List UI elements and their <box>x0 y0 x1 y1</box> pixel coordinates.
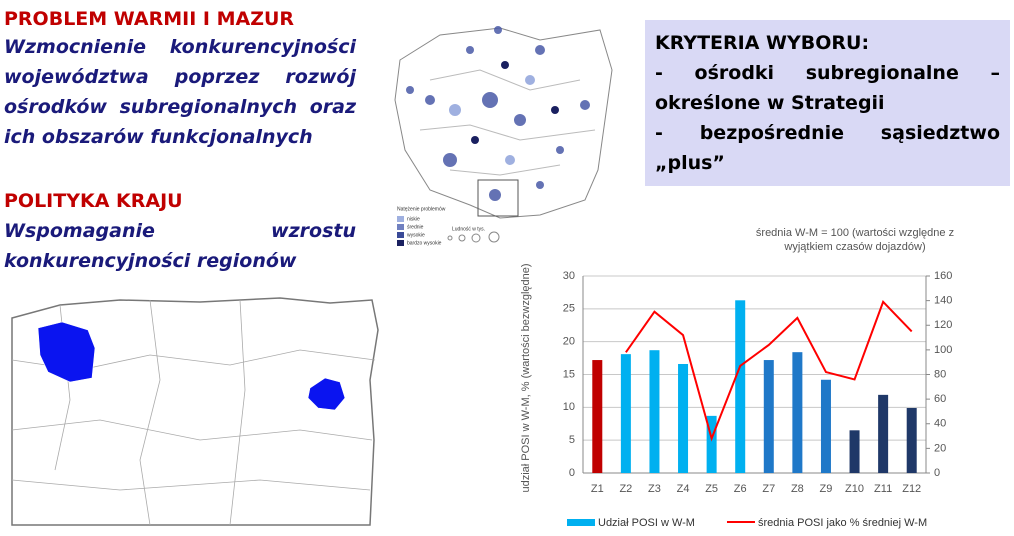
x-tick-label: Z9 <box>820 483 833 495</box>
y2-tick-label: 140 <box>934 295 952 307</box>
bar <box>592 360 603 473</box>
x-tick-label: Z4 <box>677 483 690 495</box>
bar <box>849 430 860 473</box>
bar <box>649 350 660 473</box>
map-poland: Natężenie problemów niskie średnie wysok… <box>394 26 613 246</box>
x-tick-label: Z6 <box>734 483 747 495</box>
heading: POLITYKA KRAJU <box>4 190 183 212</box>
criteria-box: KRYTERIA WYBORU: - ośrodki subregionalne… <box>645 20 1010 186</box>
y2-tick-label: 60 <box>934 393 946 405</box>
y2-tick-label: 120 <box>934 319 952 331</box>
x-tick-label: Z7 <box>762 483 775 495</box>
x-tick-label: Z11 <box>874 483 892 495</box>
y2-tick-label: 80 <box>934 368 946 380</box>
y-tick-label: 20 <box>563 336 575 348</box>
x-tick-label: Z3 <box>648 483 661 495</box>
bar <box>878 394 889 473</box>
y-tick-label: 25 <box>563 303 575 315</box>
map-legend-label: średnie <box>407 224 424 230</box>
x-tick-label: Z1 <box>591 483 604 495</box>
criteria-item: - ośrodki subregionalne – określone w St… <box>655 62 1000 114</box>
y2-tick-label: 20 <box>934 442 946 454</box>
y2-tick-label: 100 <box>934 344 952 356</box>
paragraph: Wzmocnienie konkurencyjności województwa… <box>4 36 356 148</box>
y2-tick-label: 0 <box>934 467 940 479</box>
y2-tick-label: 160 <box>934 270 952 282</box>
bar <box>706 415 717 473</box>
bar <box>763 360 774 473</box>
legend-label: średnia POSI jako % średniej W-M <box>758 517 927 529</box>
y-tick-label: 30 <box>563 270 575 282</box>
map-legend-title: Natężenie problemów <box>397 206 446 212</box>
paragraph: Wspomaganie wzrostu konkurencyjności reg… <box>4 220 356 272</box>
y-tick-label: 10 <box>563 401 575 413</box>
y2-tick-label: 40 <box>934 418 946 430</box>
x-tick-label: Z2 <box>619 483 632 495</box>
heading: PROBLEM WARMII I MAZUR <box>4 8 295 30</box>
map-legend-label: bardzo wysokie <box>407 240 442 246</box>
chart-title: średnia W-M = 100 (wartości względne z w… <box>755 227 955 253</box>
y-tick-label: 0 <box>569 467 575 479</box>
map-regions <box>11 297 379 526</box>
x-tick-label: Z12 <box>902 483 921 495</box>
criteria-title: KRYTERIA WYBORU: <box>655 32 870 54</box>
bar <box>820 379 831 473</box>
y-tick-label: 5 <box>569 434 575 446</box>
bar <box>620 354 631 473</box>
bar <box>792 352 803 473</box>
x-tick-label: Z5 <box>705 483 718 495</box>
line <box>625 300 913 442</box>
y-axis-label: udział POSI w W-M, % (wartości bezwzględ… <box>520 263 532 492</box>
x-tick-label: Z10 <box>845 483 864 495</box>
legend-label: Udział POSI w W-M <box>598 517 695 529</box>
map-legend-title: Ludność w tys. <box>452 226 485 232</box>
criteria-item: - bezpośrednie sąsiedztwo „plus” <box>655 122 1000 174</box>
map-legend-label: wysokie <box>407 232 425 238</box>
x-tick-label: Z8 <box>791 483 804 495</box>
y-tick-label: 15 <box>563 368 575 380</box>
bar <box>735 300 746 473</box>
bar <box>678 363 689 473</box>
legend-swatch <box>567 519 595 526</box>
bar <box>906 407 917 473</box>
map-legend-label: niskie <box>407 216 420 222</box>
